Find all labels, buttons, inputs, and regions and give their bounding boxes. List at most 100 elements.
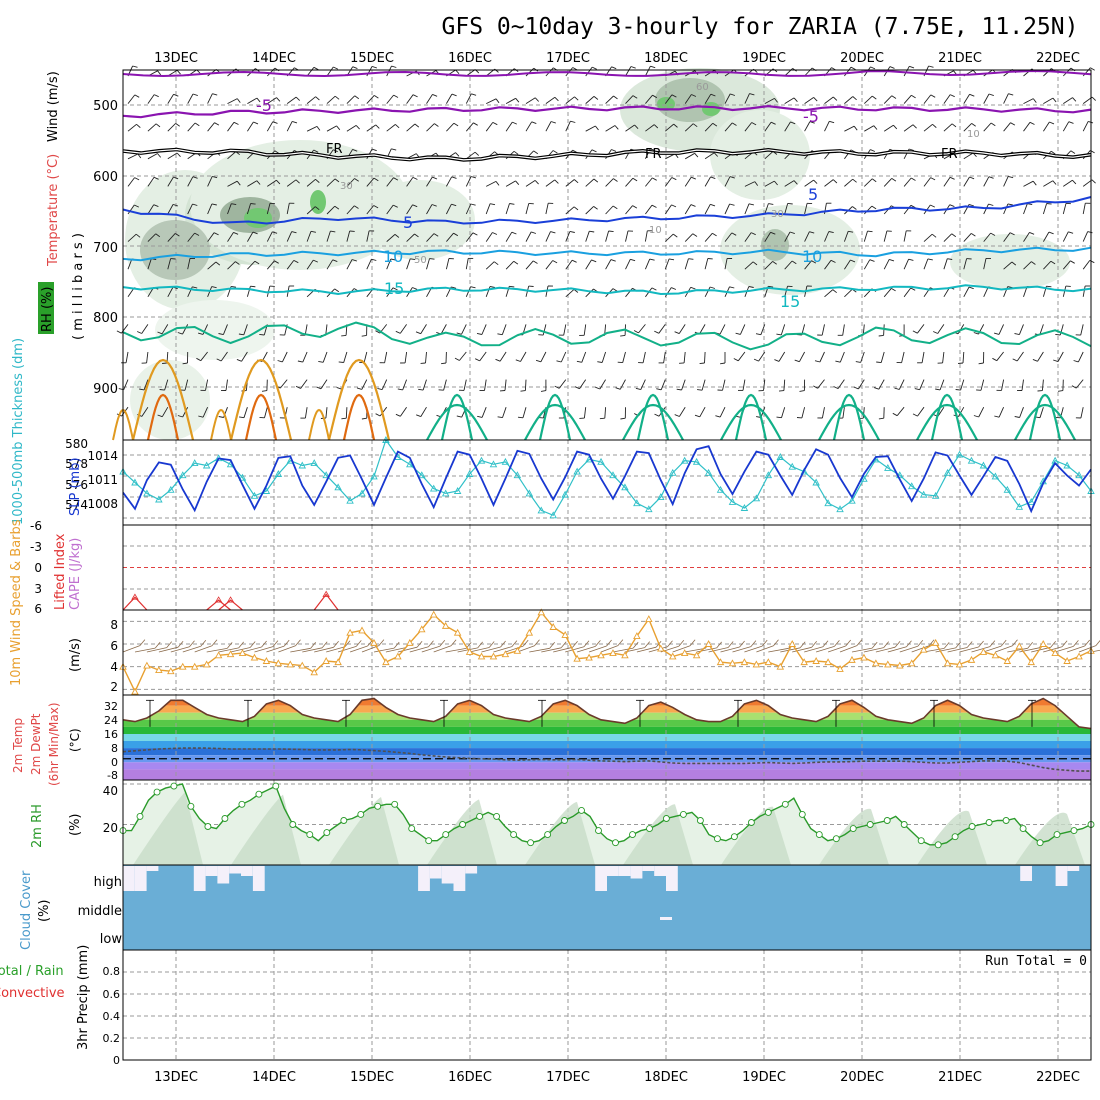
wind-barb-feather [495, 181, 500, 186]
wind-barb [921, 351, 925, 363]
rh-contour-label: 10 [649, 225, 662, 236]
wind10m-barb-feather [727, 641, 734, 648]
cloud-gap-high [205, 866, 218, 876]
wind-barb [645, 94, 653, 104]
wind-barb-feather [338, 361, 344, 363]
wind-barb-feather [927, 258, 933, 261]
wind-barb-feather [651, 204, 657, 208]
wind-barb-feather [630, 258, 636, 262]
cloud-gap-high [429, 866, 442, 879]
wind-barb [326, 178, 336, 187]
wind-barb-feather [733, 358, 739, 362]
wind-barb [465, 286, 472, 297]
thickness-point [812, 478, 820, 486]
wind-barb-feather [470, 203, 476, 206]
wind-barb [923, 258, 929, 270]
wind-barb-feather [1073, 360, 1079, 363]
wind-barb-feather [218, 416, 224, 418]
rh2m-peak-fill [721, 806, 791, 865]
isotherm-loop [131, 358, 195, 441]
wind-barb-feather [157, 414, 163, 418]
y-tick-label: 0.4 [103, 1010, 121, 1023]
wind-barb [778, 351, 786, 362]
wind-barb [167, 123, 176, 132]
wind-barb-feather [889, 258, 895, 262]
isotherm-label-p15: 15 [780, 292, 800, 311]
wind-barb [625, 177, 634, 187]
wind10m-barb [971, 646, 991, 653]
wind-barb [326, 66, 334, 77]
cloud-gap-high [595, 866, 607, 891]
x-tick-label: 20DEC [840, 1070, 884, 1085]
wind-barb [983, 93, 990, 104]
wind-barb [704, 233, 713, 242]
wind-barb [742, 379, 746, 391]
wind-barb [267, 97, 277, 104]
rh-shade-blob [365, 180, 475, 260]
wind-barb-feather [591, 149, 597, 153]
wind-barb-feather [968, 203, 975, 207]
wind10m-barb [935, 647, 956, 653]
wind-barb [1043, 180, 1054, 187]
wind-barb [445, 258, 450, 270]
wind-barb [683, 351, 686, 363]
rh2m-point [323, 829, 331, 837]
wind10m-point [274, 659, 283, 667]
wind-barb-feather [832, 96, 838, 101]
wind-barb [1062, 231, 1069, 242]
wind-barb [446, 176, 453, 187]
wind-barb [1003, 122, 1011, 132]
wind-barb-feather [833, 386, 839, 390]
wind-barb [722, 379, 726, 391]
wind10m-point [848, 655, 856, 663]
wind-barb-feather [318, 360, 324, 363]
wind-barb [306, 178, 316, 187]
wind-barb-feather [215, 261, 221, 266]
wind-barb [645, 204, 653, 215]
wind10m-point [214, 651, 223, 659]
wind-barb-feather [988, 93, 994, 97]
wind-barb [227, 180, 238, 187]
x-tick-label: 13DEC [154, 51, 198, 66]
wind10m-units: (m/s) [68, 638, 83, 672]
rh-shade-blob [720, 205, 860, 295]
wind-barb [660, 379, 666, 390]
wind10m-barb [923, 648, 945, 653]
wind-barb [346, 230, 351, 242]
wind-barb [1082, 203, 1086, 215]
wind-barb-feather [613, 178, 618, 182]
thickness-point [955, 450, 964, 458]
wind-barb-feather [748, 203, 754, 206]
wind-barb-feather [397, 388, 403, 391]
wind-barb [525, 121, 533, 132]
thickness-point [453, 487, 462, 494]
wind10m-point [645, 615, 653, 623]
isotherm-loop-side [308, 408, 330, 441]
wind10m-barb [337, 646, 357, 653]
wind-barb [400, 406, 407, 417]
wind-barb [878, 379, 885, 390]
wind-barb [963, 286, 970, 298]
cloud-ylabel: Cloud Cover [19, 870, 34, 950]
wind-barb-feather [295, 385, 301, 389]
wind-barb-feather [554, 385, 560, 389]
y-tick-label: 700 [93, 241, 118, 256]
y-tick-label: 6 [110, 639, 118, 653]
wind-ylabel: Wind (m/s) [46, 71, 61, 142]
wind10m-point [872, 659, 880, 667]
wind10m-point [740, 658, 749, 666]
temp-band [123, 741, 1091, 749]
wind-barb [996, 351, 1004, 361]
y-tick-label: 3 [34, 582, 42, 596]
wind10m-barb-feather [799, 641, 806, 649]
wind10m-barb [158, 646, 179, 653]
wind-barb [264, 407, 268, 418]
wind-barb-feather [256, 180, 261, 185]
wind-barb [1063, 97, 1073, 104]
wind-barb [781, 407, 786, 418]
rh2m-point [476, 812, 484, 820]
wind-barb-feather [412, 176, 418, 180]
rh2m-peak-fill [819, 808, 889, 865]
wind10m-barb-feather [978, 640, 984, 648]
thickness-point [848, 496, 856, 504]
